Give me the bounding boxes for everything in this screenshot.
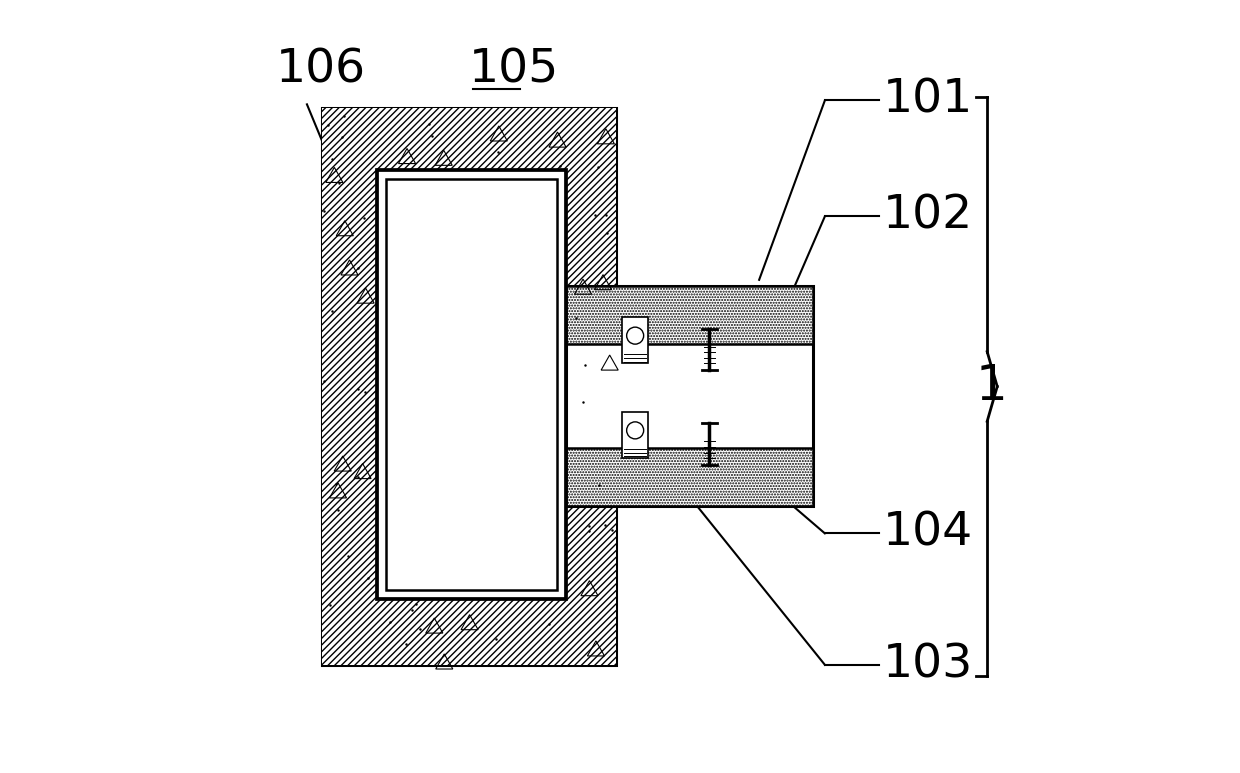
Bar [565, 448, 813, 506]
Bar [565, 286, 813, 344]
Text: 105: 105 [469, 47, 559, 92]
Text: 102: 102 [883, 194, 973, 239]
Bar [622, 412, 649, 458]
Bar [565, 286, 813, 344]
Bar [386, 179, 557, 590]
Bar [377, 170, 565, 599]
Text: 101: 101 [883, 78, 973, 123]
Bar [565, 286, 813, 506]
Text: 104: 104 [883, 511, 973, 556]
Bar [322, 108, 616, 665]
Bar [377, 170, 565, 599]
Text: 1: 1 [975, 363, 1007, 410]
Bar [565, 448, 813, 506]
Bar [322, 108, 616, 665]
Bar [622, 317, 649, 363]
Text: 106: 106 [277, 47, 366, 92]
Text: 103: 103 [883, 642, 973, 687]
Bar [565, 286, 813, 506]
